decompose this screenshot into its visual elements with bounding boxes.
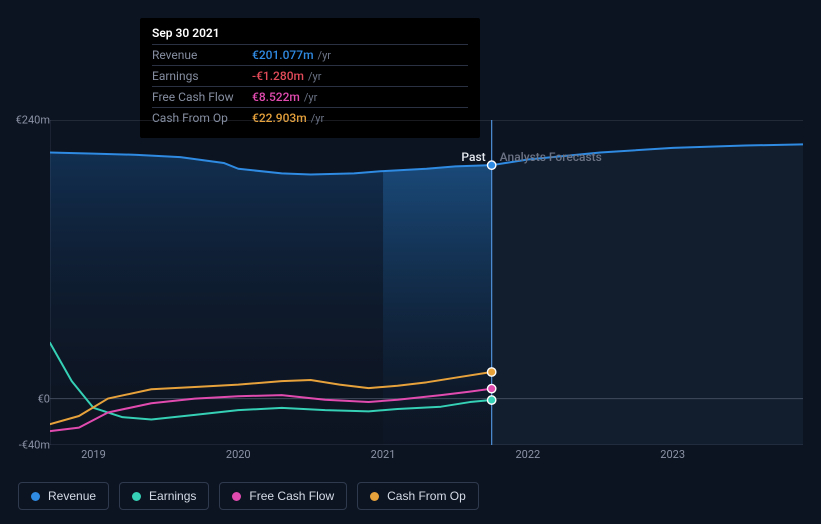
- marker-icon: [487, 396, 495, 404]
- legend-dot-icon: [31, 492, 40, 501]
- tooltip-value: €8.522m: [252, 90, 300, 104]
- x-tick-label: 2023: [660, 448, 685, 461]
- y-tick-label: -€40m: [19, 439, 50, 452]
- legend-toggle-earnings[interactable]: Earnings: [119, 482, 209, 510]
- legend-toggle-revenue[interactable]: Revenue: [18, 482, 109, 510]
- legend-label: Earnings: [149, 489, 196, 503]
- tooltip-row: Earnings-€1.280m/yr: [152, 65, 468, 86]
- tooltip-row: Revenue€201.077m/yr: [152, 44, 468, 65]
- revenue-area-future: [492, 144, 803, 445]
- tooltip-row: Free Cash Flow€8.522m/yr: [152, 86, 468, 107]
- x-tick-label: 2020: [226, 448, 251, 461]
- legend-dot-icon: [232, 492, 241, 501]
- tooltip-unit: /yr: [308, 70, 321, 83]
- section-label-past: Past: [18, 150, 486, 164]
- chart-svg[interactable]: [50, 120, 803, 445]
- tooltip-date: Sep 30 2021: [152, 26, 468, 44]
- marker-icon: [487, 368, 495, 376]
- tooltip-value: €201.077m: [252, 48, 314, 62]
- x-tick-label: 2021: [371, 448, 396, 461]
- tooltip-label: Free Cash Flow: [152, 90, 252, 104]
- revenue-area-highlight: [383, 165, 492, 445]
- legend-row: Revenue Earnings Free Cash Flow Cash From O…: [18, 482, 479, 510]
- legend-label: Free Cash Flow: [249, 489, 334, 503]
- tooltip-value: -€1.280m: [252, 69, 304, 83]
- legend-toggle-free-cash-flow[interactable]: Free Cash Flow: [219, 482, 347, 510]
- tooltip-label: Earnings: [152, 69, 252, 83]
- y-tick-label: €240m: [16, 114, 50, 127]
- legend-label: Cash From Op: [387, 489, 466, 503]
- legend-label: Revenue: [48, 489, 96, 503]
- legend-toggle-cash-from-op[interactable]: Cash From Op: [357, 482, 479, 510]
- financials-chart: €240m€0-€40m PastAnalysts Forecasts: [18, 120, 803, 445]
- section-label-future: Analysts Forecasts: [500, 150, 602, 164]
- marker-icon: [487, 384, 495, 392]
- marker-icon: [487, 161, 495, 169]
- tooltip-label: Revenue: [152, 48, 252, 62]
- x-axis-labels: 2019 2020 2021 2022 2023: [50, 448, 803, 464]
- y-tick-label: €0: [38, 392, 50, 405]
- legend-dot-icon: [370, 492, 379, 501]
- x-tick-label: 2022: [515, 448, 540, 461]
- legend-dot-icon: [132, 492, 141, 501]
- tooltip-unit: /yr: [304, 91, 317, 104]
- tooltip-unit: /yr: [318, 49, 331, 62]
- x-tick-label: 2019: [81, 448, 106, 461]
